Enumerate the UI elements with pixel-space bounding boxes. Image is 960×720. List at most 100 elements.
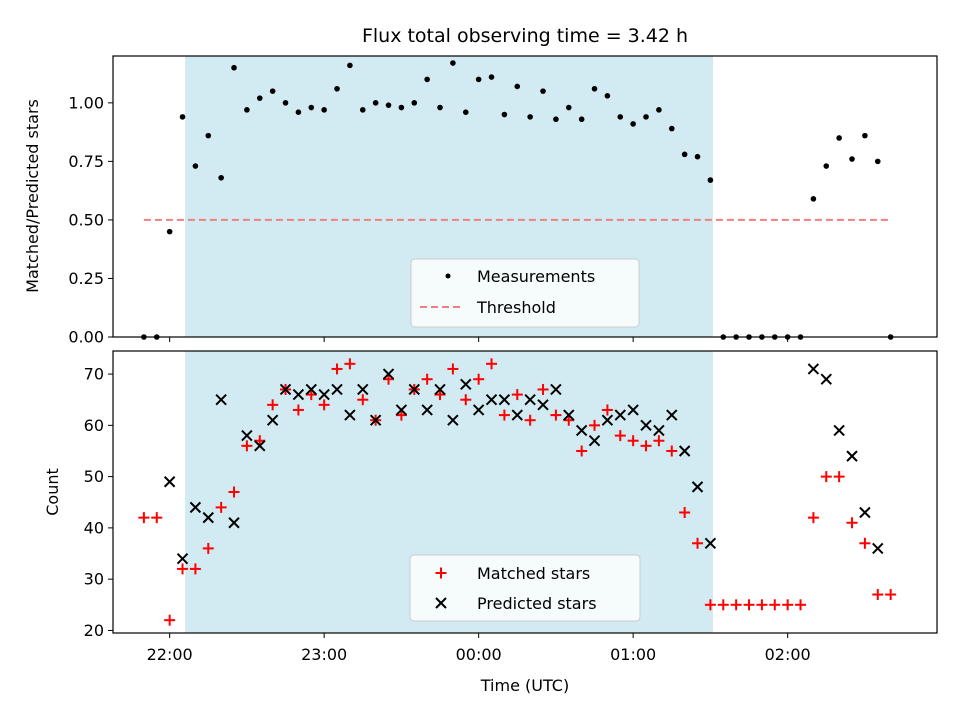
predicted-star-point (344, 409, 356, 421)
predicted-star-point (872, 542, 884, 555)
bottom-plot-frame (112, 350, 938, 634)
measurement-point (244, 107, 250, 113)
matched-star-point (138, 512, 150, 524)
predicted-star-point (601, 414, 614, 426)
matched-star-point (730, 599, 742, 611)
matched-star-point (331, 363, 343, 375)
predicted-star-point (704, 537, 717, 549)
measurement-point (810, 196, 817, 202)
y-tick-label: 0.50 (68, 210, 104, 229)
top-y-ticks: 0.00 0.25 0.50 0.75 1.00 (68, 93, 113, 347)
matched-star-point (537, 383, 549, 395)
predicted-star-point (382, 368, 395, 380)
measurement-point (643, 114, 649, 120)
matched-star-point (486, 358, 498, 370)
matched-star-point (241, 440, 253, 452)
matched-star-point (344, 358, 356, 370)
measurement-point (424, 76, 430, 83)
matched-star-point (395, 409, 407, 421)
matched-star-point (846, 517, 858, 529)
measurement-point (295, 109, 302, 115)
x-tick-label: 02:00 (765, 645, 811, 664)
matched-stars-points (138, 358, 897, 626)
predicted-star-point (820, 373, 832, 385)
predicted-star-point (511, 409, 523, 421)
matched-star-point (627, 435, 639, 447)
y-tick-label: 0.00 (68, 328, 104, 347)
matched-star-point (885, 589, 897, 601)
y-tick-label: 30 (84, 570, 104, 589)
measurement-point (359, 107, 366, 113)
top-y-axis-label: Matched/Predicted stars (23, 99, 42, 293)
bottom-legend-box (409, 554, 641, 622)
matched-star-point (640, 440, 652, 452)
predicted-star-point (163, 476, 176, 488)
legend-x-glyph (435, 597, 447, 609)
predicted-star-point (859, 506, 871, 519)
matched-star-point (743, 599, 755, 611)
matched-star-point (460, 394, 472, 406)
predicted-star-point (640, 419, 652, 432)
measurement-point (347, 62, 353, 69)
predicted-star-point (357, 383, 369, 396)
matched-star-point (151, 512, 163, 524)
matched-star-point (872, 589, 884, 601)
measurement-point (218, 174, 224, 181)
measurement-point (578, 116, 585, 123)
matched-star-point (421, 373, 433, 385)
matched-star-point (254, 435, 266, 447)
y-tick-label: 70 (84, 365, 104, 384)
predicted-star-point (241, 429, 253, 442)
measurement-point (694, 153, 701, 160)
matched-star-point (267, 399, 279, 411)
matched-star-point (563, 414, 575, 426)
matched-star-point (434, 389, 446, 401)
bottom-x-ticks: 22:00 23:00 00:00 01:00 02:00 (147, 633, 811, 664)
bottom-y-axis-label: Count (43, 468, 62, 516)
matched-star-point (498, 409, 510, 421)
predicted-star-point (846, 450, 858, 462)
legend-measurements-marker (445, 273, 451, 279)
measurement-point (488, 74, 495, 80)
matched-star-point (524, 414, 536, 426)
legend-matched-marker (435, 567, 447, 579)
measurement-point (591, 85, 598, 92)
predicted-star-point (807, 363, 820, 375)
predicted-star-point (678, 445, 691, 457)
measurement-point (269, 88, 276, 94)
matched-star-point (447, 363, 459, 375)
predicted-star-point (421, 404, 433, 416)
measurement-point (385, 102, 392, 108)
x-tick-label: 00:00 (456, 645, 502, 664)
predicted-star-point (292, 388, 305, 401)
predicted-star-point (408, 383, 420, 396)
predicted-star-point (653, 424, 665, 437)
predicted-star-point (176, 552, 189, 565)
matched-star-point (820, 471, 832, 483)
predicted-star-point (395, 404, 408, 416)
measurement-point (540, 88, 546, 94)
matched-star-point (305, 389, 317, 401)
predicted-star-point (833, 424, 845, 437)
matched-star-point (653, 435, 665, 447)
chart-title: Flux total observing time = 3.42 h (362, 25, 688, 47)
matched-star-point (202, 542, 214, 554)
legend-threshold-label: Threshold (476, 298, 556, 317)
predicted-star-point (498, 394, 511, 406)
predicted-star-point (447, 414, 459, 426)
measurement-point (166, 228, 173, 235)
measurement-point (501, 111, 508, 118)
top-legend: Measurements Threshold (410, 258, 640, 328)
predicted-star-point (279, 383, 292, 396)
matched-star-point (704, 599, 716, 611)
matched-star-point (859, 537, 871, 549)
predicted-star-point (485, 394, 498, 406)
measurement-point (823, 163, 830, 169)
measurement-point (450, 60, 456, 66)
measurement-point (231, 64, 237, 71)
predicted-star-point (228, 517, 240, 529)
y-tick-label: 20 (84, 621, 104, 640)
top-x-ticks (169, 337, 789, 342)
predicted-star-point (575, 424, 588, 437)
x-axis-label: Time (UTC) (480, 676, 569, 695)
